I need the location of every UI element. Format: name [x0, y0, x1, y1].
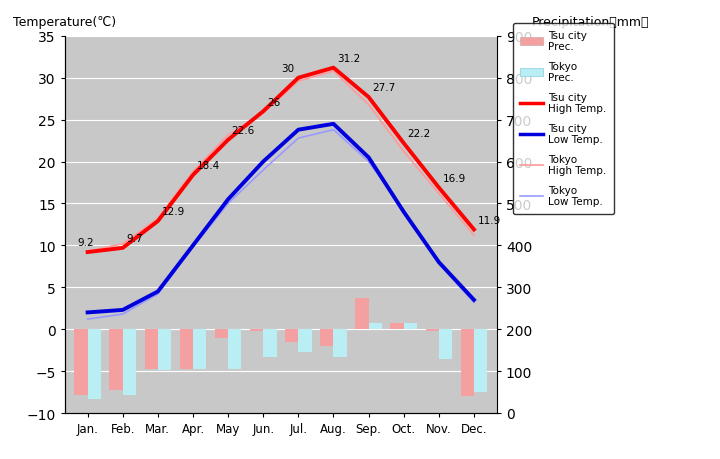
Text: Precipitation（mm）: Precipitation（mm）	[531, 16, 649, 29]
Bar	[215, 330, 228, 338]
Bar	[333, 330, 347, 357]
Bar	[369, 324, 382, 330]
Bar	[250, 330, 264, 331]
Bar	[439, 330, 452, 359]
Text: 9.7: 9.7	[126, 234, 143, 244]
Bar	[461, 330, 474, 397]
Text: 16.9: 16.9	[442, 174, 466, 184]
Bar	[320, 330, 333, 346]
Legend: Tsu city
Prec., Tokyo
Prec., Tsu city
High Temp., Tsu city
Low Temp., Tokyo
High: Tsu city Prec., Tokyo Prec., Tsu city Hi…	[513, 23, 613, 214]
Bar	[193, 330, 207, 369]
Text: 27.7: 27.7	[372, 83, 395, 93]
Bar	[145, 330, 158, 369]
Text: 22.6: 22.6	[232, 126, 255, 136]
Text: 30: 30	[281, 64, 294, 74]
Bar	[122, 330, 136, 395]
Text: 31.2: 31.2	[337, 54, 360, 64]
Text: 26: 26	[266, 97, 280, 107]
Text: 18.4: 18.4	[197, 161, 220, 171]
Bar	[474, 330, 487, 392]
Bar	[158, 330, 171, 370]
Bar	[109, 330, 122, 390]
Bar	[180, 330, 193, 369]
Text: 9.2: 9.2	[77, 238, 94, 248]
Bar	[390, 324, 404, 330]
Text: 22.2: 22.2	[408, 129, 431, 139]
Bar	[426, 330, 439, 331]
Bar	[74, 330, 88, 395]
Bar	[285, 330, 298, 342]
Bar	[355, 298, 369, 330]
Bar	[228, 330, 241, 369]
Text: 11.9: 11.9	[477, 215, 500, 225]
Text: 12.9: 12.9	[161, 207, 184, 217]
Bar	[264, 330, 276, 357]
Text: Temperature(℃): Temperature(℃)	[13, 16, 116, 29]
Bar	[404, 324, 417, 330]
Bar	[298, 330, 312, 352]
Bar	[88, 330, 101, 399]
